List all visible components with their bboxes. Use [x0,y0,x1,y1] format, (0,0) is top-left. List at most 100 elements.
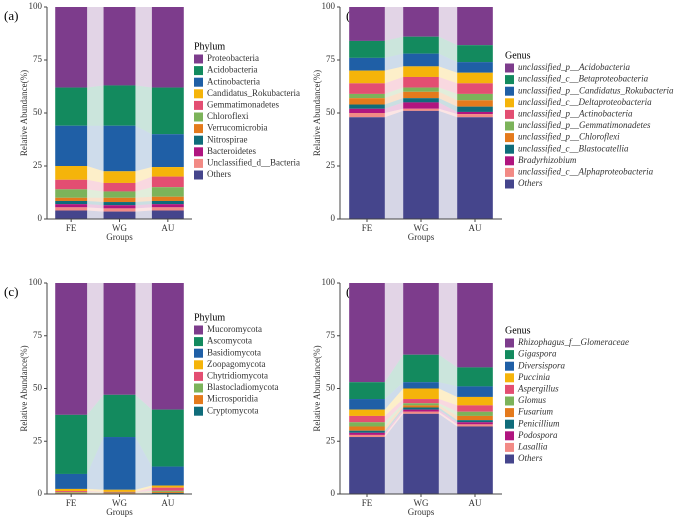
flow-band [384,413,404,494]
legend-title: Genus [505,50,531,61]
y-tick-label: 75 [33,330,43,340]
bar-segment [151,283,184,410]
legend-label: Others [518,178,543,188]
bar-segment [457,100,493,107]
flow-band [135,437,152,490]
flow-band [438,388,458,406]
legend-label: unclassified_c__Blastocatellia [518,143,629,153]
legend-label: unclassified_p__Acidobacteria [518,62,630,72]
y-tick-label: 0 [331,488,336,498]
legend-label: unclassified_p__Actinobacteria [518,108,633,118]
flow-band [135,176,152,192]
flow-band [384,98,404,109]
flow-band [87,166,104,183]
flow-band [135,85,152,135]
x-tick-label: AU [161,223,174,233]
bar-segment [151,87,184,135]
y-tick-label: 50 [326,383,336,393]
x-tick-label: FE [362,223,373,233]
legend-swatch [194,100,203,110]
bar-segment [103,394,136,438]
flow-band [135,487,152,493]
x-axis-label: Groups [408,232,435,242]
bar-segment [103,125,136,172]
bar-segment [103,197,136,203]
legend-label: Gigaspora [518,349,557,359]
flow-band [438,102,458,115]
y-tick-label: 100 [29,277,43,287]
legend-label: Bradyrhizobium [518,155,577,165]
y-tick-label: 25 [33,160,43,170]
legend-swatch [505,63,514,73]
bar-segment [349,70,385,84]
bar-segment [457,424,493,427]
legend-label: Nitrospirae [207,134,248,144]
bar-segment [403,399,439,404]
bar-segment [349,104,385,109]
bar-segment [457,426,493,494]
y-tick-label: 0 [38,488,43,498]
flow-band [438,7,458,46]
legend-swatch [505,361,514,371]
flow-band [87,437,104,490]
bar-segment [103,211,136,219]
bar-segment [403,36,439,54]
flow-band [438,98,458,112]
flow-band [438,87,458,101]
bar-segment [457,396,493,406]
bar-segment [55,488,88,492]
y-axis-label: Relative Abundance(%) [19,70,29,156]
bar-segment [349,117,385,219]
legend-swatch [505,167,514,177]
bar-segment [103,208,136,212]
bar-segment [457,111,493,115]
legend-swatch [194,395,203,405]
y-tick-label: 25 [326,160,336,170]
bar-segment [403,91,439,99]
legend-label: Zoopagomycota [207,359,265,369]
legend-swatch [505,454,514,464]
x-axis-label: Groups [106,507,133,517]
bar-segment [457,283,493,368]
bar-segment [403,76,439,88]
flow-band [87,197,104,203]
legend-swatch [505,408,514,418]
bar-segment [349,7,385,41]
bar-segment [151,187,184,197]
flow-band [87,204,104,209]
bar-segment [403,7,439,37]
flow-band [87,179,104,192]
legend-label: Rhizophagus_f__Glomeraceae [517,337,629,347]
bar-segment [151,207,184,211]
flow-band [384,102,404,113]
bar-segment [457,411,493,416]
y-tick-label: 75 [326,54,336,64]
flow-band [135,490,152,494]
legend-label: Others [207,169,231,179]
flow-band [87,491,104,493]
bar-segment [103,491,136,493]
flow-band [135,196,152,203]
x-tick-label: WG [414,223,429,233]
bar-segment [403,405,439,408]
bar-segment [55,491,88,493]
flow-band [384,53,404,71]
x-axis-label: Groups [408,507,435,517]
bar-segment [403,98,439,103]
bar-segment [403,87,439,92]
flow-band [87,125,104,172]
bar-segment [349,434,385,438]
panel-label: (c) [4,284,18,299]
y-tick-label: 0 [331,213,336,223]
legend-label: Fusarium [517,407,554,417]
flow-band [87,283,104,415]
flow-band [438,76,458,94]
bar-segment [55,7,88,88]
legend-swatch [505,98,514,108]
bar-segment [457,386,493,397]
flow-band [87,7,104,88]
y-tick-label: 100 [322,277,336,287]
bar-segment [457,117,493,219]
legend-swatch [194,348,203,358]
